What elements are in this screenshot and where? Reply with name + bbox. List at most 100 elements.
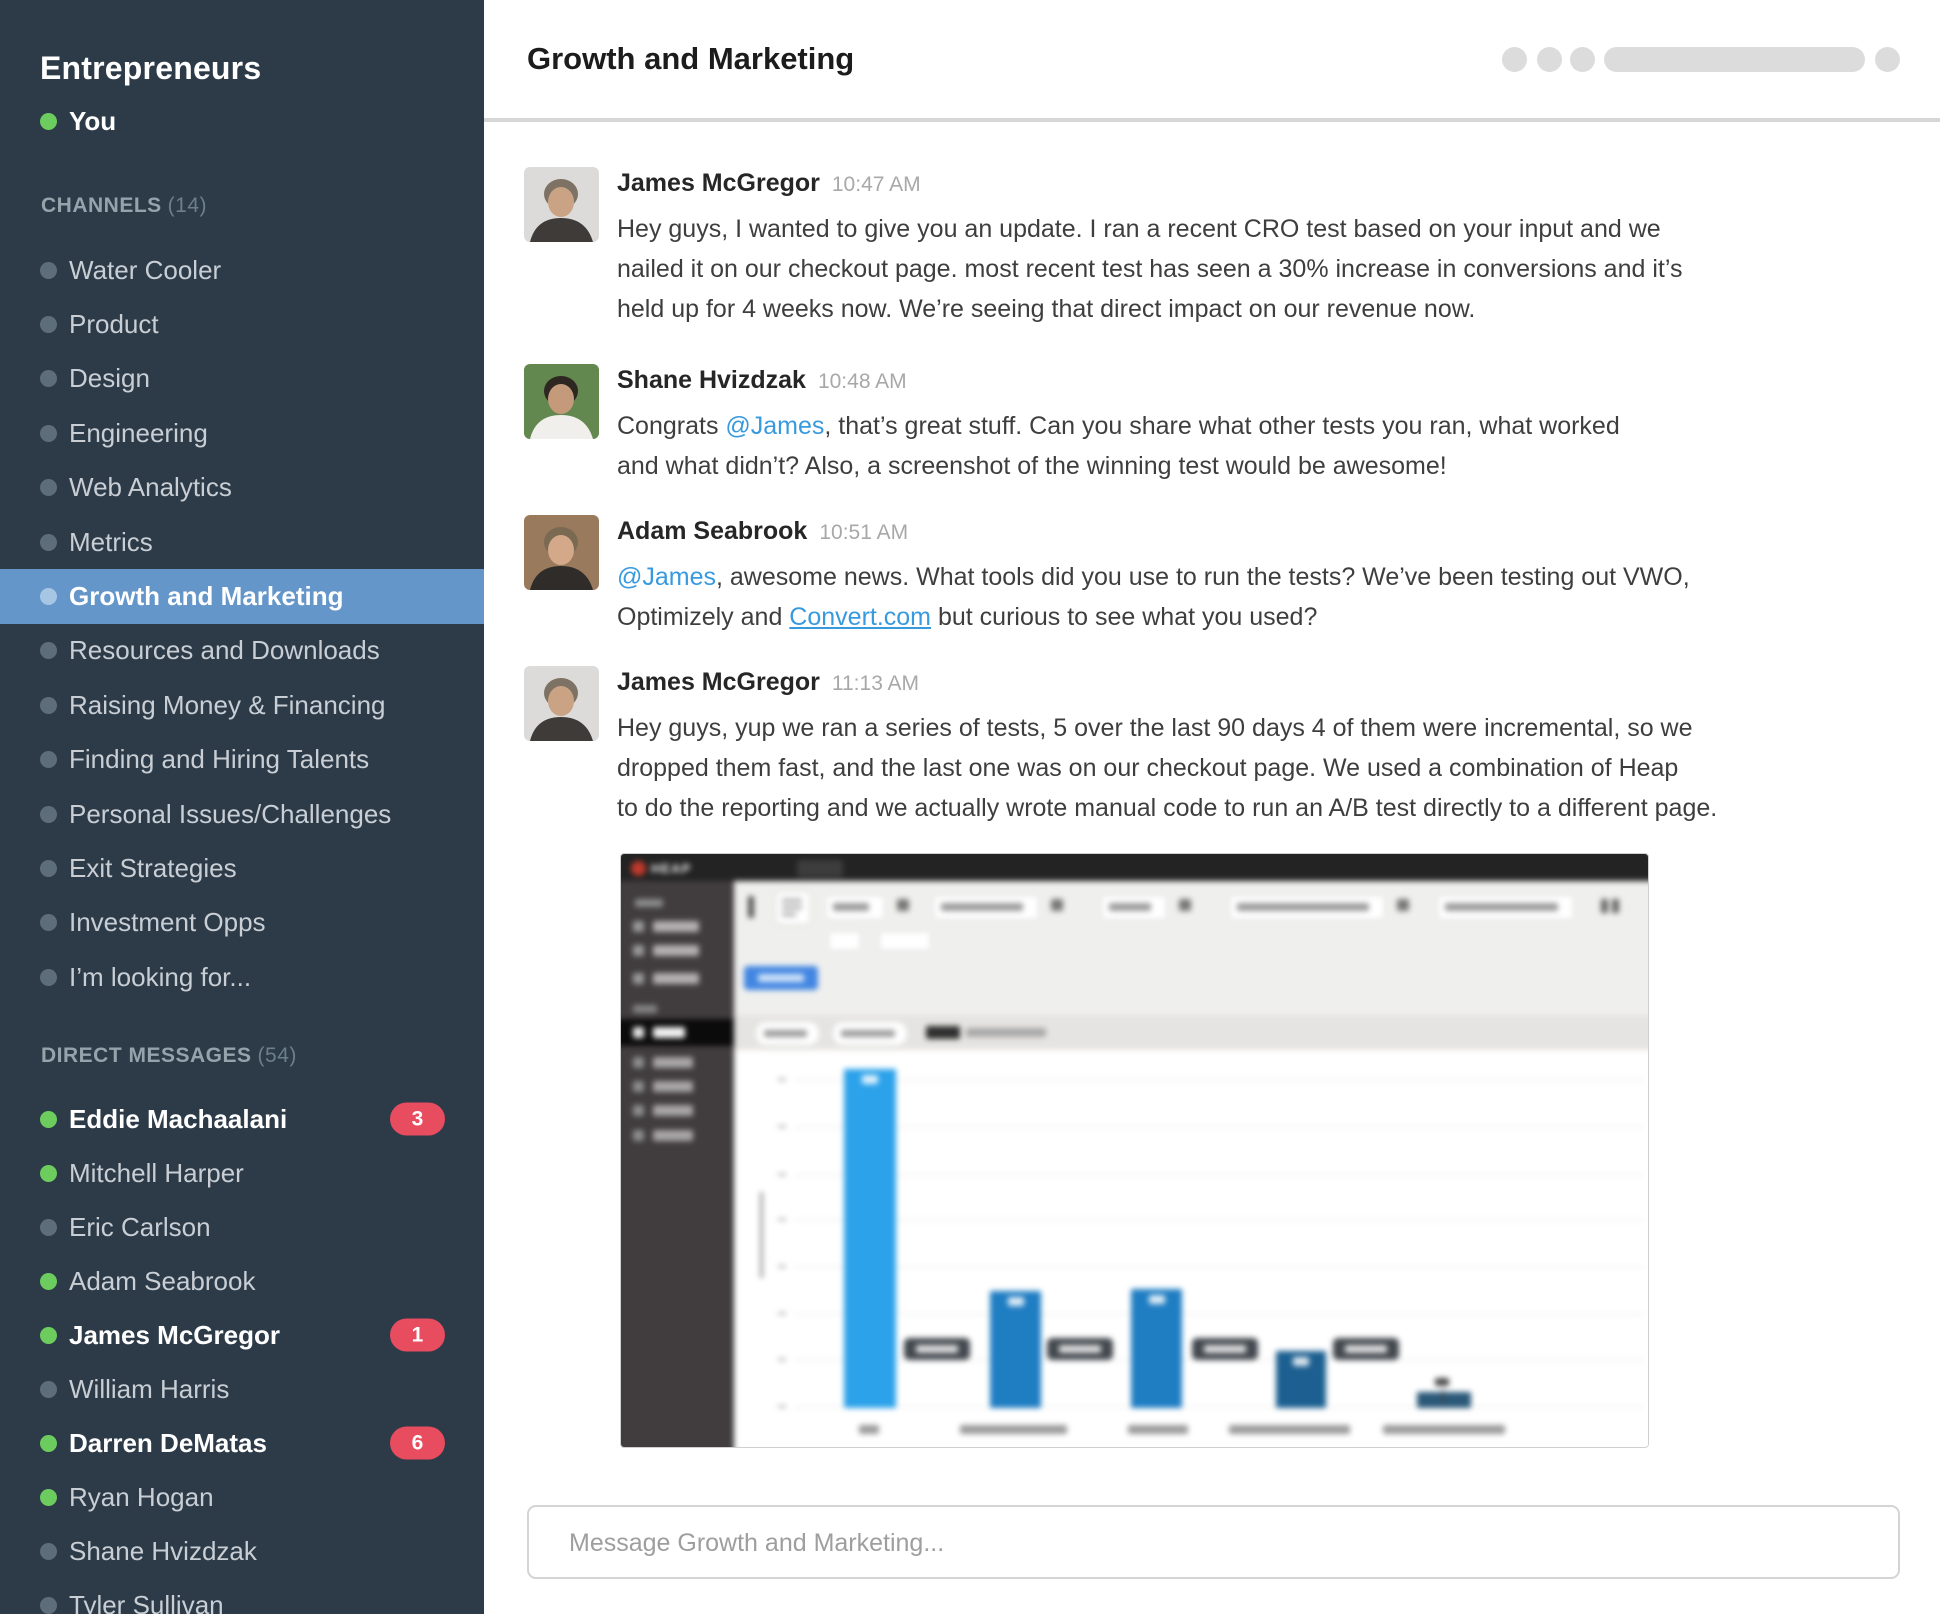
blurred-ui-fragment: [832, 1021, 908, 1046]
channel-dot-icon: [40, 479, 57, 497]
sidebar-item-dm-5[interactable]: James McGregor 1: [40, 1308, 484, 1362]
blurred-ui-fragment: [782, 899, 802, 902]
conversion-pill-2: [1047, 1338, 1113, 1360]
sidebar-item-channel-5[interactable]: Web Analytics: [40, 461, 484, 515]
url-link[interactable]: Convert.com: [789, 603, 932, 631]
sidebar-item-channel-12[interactable]: Exit Strategies: [40, 841, 484, 895]
toolbar-placeholder-dot-4[interactable]: [1875, 47, 1900, 72]
blurred-ui-fragment: [633, 1130, 644, 1141]
presence-dot-online-icon: [40, 1434, 57, 1452]
sidebar-item-channel-7[interactable]: Growth and Marketing: [0, 569, 484, 624]
attachment-image-heap-screenshot[interactable]: HEAP: [620, 853, 1649, 1448]
sidebar-item-channel-1[interactable]: Water Cooler: [40, 243, 484, 297]
toolbar-placeholder-dot-1[interactable]: [1502, 47, 1527, 72]
channel-label: Metrics: [69, 526, 153, 557]
blurred-ui-fragment: [778, 1312, 786, 1315]
toolbar-placeholder-dot-2[interactable]: [1537, 47, 1562, 72]
blurred-ui-fragment: [1229, 895, 1385, 920]
blurred-ui-fragment: [1179, 899, 1191, 911]
sidebar-item-channel-11[interactable]: Personal Issues/Challenges: [40, 787, 484, 841]
blurred-ui-fragment: [633, 1027, 644, 1038]
blurred-ui-fragment: [828, 931, 861, 951]
sidebar-item-dm-6[interactable]: William Harris: [40, 1362, 484, 1416]
dms-section-header: DIRECT MESSAGES (54): [41, 1044, 297, 1068]
blurred-ui-fragment: [859, 1425, 879, 1434]
dm-name: James McGregor: [69, 1319, 280, 1350]
presence-dot-offline-icon: [40, 1596, 57, 1614]
blurred-ui-fragment: [748, 896, 754, 918]
blurred-ui-fragment: [778, 1125, 786, 1128]
channels-count: (14): [167, 194, 208, 217]
blurred-ui-fragment: [1101, 895, 1167, 920]
blurred-ui-fragment: [1442, 1390, 1444, 1404]
message-body: Shane Hvizdzak 10:48 AM Congrats @James, t…: [617, 364, 1907, 486]
sidebar-item-dm-3[interactable]: Eric Carlson: [40, 1200, 484, 1254]
message-line: Optimizely and Convert.com but curious t…: [617, 597, 1907, 637]
sidebar-item-channel-2[interactable]: Product: [40, 297, 484, 351]
message-input[interactable]: [567, 1507, 1871, 1579]
blurred-ui-fragment: [794, 1219, 1644, 1221]
heap-logo-text: HEAP: [651, 861, 692, 876]
message-line: held up for 4 weeks now. We’re seeing th…: [617, 289, 1907, 329]
blurred-ui-fragment: [1229, 1425, 1350, 1434]
channel-dot-icon: [40, 642, 57, 660]
dm-name: Darren DeMatas: [69, 1427, 267, 1458]
blurred-ui-fragment: [653, 1081, 693, 1092]
sidebar-item-dm-7[interactable]: Darren DeMatas 6: [40, 1416, 484, 1470]
sidebar-item-dm-1[interactable]: Eddie Machaalani 3: [40, 1092, 484, 1146]
heap-logo-icon: [631, 861, 646, 876]
sidebar-item-channel-9[interactable]: Raising Money & Financing: [40, 678, 484, 732]
dms-count: (54): [257, 1044, 297, 1067]
sidebar-item-channel-13[interactable]: Investment Opps: [40, 896, 484, 950]
sidebar-item-channel-10[interactable]: Finding and Hiring Talents: [40, 733, 484, 787]
sidebar-item-dm-8[interactable]: Ryan Hogan: [40, 1470, 484, 1524]
blurred-ui-fragment: [1128, 1425, 1188, 1434]
text-segment: Congrats: [617, 412, 726, 440]
message-author: James McGregor: [617, 668, 820, 696]
presence-dot-offline-icon: [40, 1380, 57, 1398]
sidebar-item-dm-4[interactable]: Adam Seabrook: [40, 1254, 484, 1308]
sidebar-item-channel-3[interactable]: Design: [40, 352, 484, 406]
sidebar-item-dm-2[interactable]: Mitchell Harper: [40, 1146, 484, 1200]
toolbar-placeholder-searchbar[interactable]: [1604, 47, 1865, 72]
text-segment: dropped them fast, and the last one was …: [617, 754, 1679, 782]
sidebar-item-channel-4[interactable]: Engineering: [40, 406, 484, 460]
message-line: dropped them fast, and the last one was …: [617, 748, 1907, 788]
channel-dot-icon: [40, 968, 57, 986]
blurred-ui-fragment: [1612, 899, 1619, 913]
conversion-pill-3: [1192, 1338, 1258, 1360]
mention-link[interactable]: @James: [725, 412, 825, 440]
presence-dot-online-icon: [40, 1110, 57, 1128]
channel-dot-icon: [40, 751, 57, 769]
toolbar-placeholder-dot-3[interactable]: [1570, 47, 1595, 72]
sidebar-item-channel-8[interactable]: Resources and Downloads: [40, 624, 484, 678]
message-timestamp: 11:13 AM: [831, 672, 920, 695]
message-composer: [527, 1505, 1900, 1579]
funnel-bar-3: [1131, 1289, 1182, 1408]
message-line: nailed it on our checkout page. most rec…: [617, 249, 1907, 289]
sidebar-item-you[interactable]: You: [40, 106, 116, 137]
channel-dot-icon: [40, 588, 57, 606]
attachment-blurred-content: HEAP: [621, 854, 1648, 1447]
message-author: James McGregor: [617, 169, 820, 197]
presence-dot-online-icon: [40, 1272, 57, 1290]
sidebar-item-dm-10[interactable]: Tyler Sullivan: [40, 1578, 484, 1614]
presence-dot-online-icon: [40, 1326, 57, 1344]
avatar: [524, 167, 599, 242]
blurred-ui-fragment: [633, 1005, 657, 1013]
text-segment: , that’s great stuff. Can you share what…: [824, 412, 1620, 440]
heap-date-row: [734, 1015, 1648, 1050]
blurred-ui-fragment: [841, 1030, 895, 1037]
sidebar-item-channel-14[interactable]: I’m looking for...: [40, 950, 484, 1004]
channel-label: Raising Money & Financing: [69, 689, 386, 720]
blurred-ui-fragment: [1148, 1295, 1165, 1304]
sidebar-item-channel-6[interactable]: Metrics: [40, 515, 484, 569]
text-segment: nailed it on our checkout page. most rec…: [617, 255, 1683, 283]
unread-badge: 1: [390, 1318, 445, 1352]
message-timestamp: 10:51 AM: [819, 521, 909, 544]
avatar: [524, 666, 599, 741]
text-segment: but curious to see what you used?: [931, 603, 1318, 631]
sidebar-item-dm-9[interactable]: Shane Hvizdzak: [40, 1524, 484, 1578]
mention-link[interactable]: @James: [617, 563, 717, 591]
blurred-ui-fragment: [1059, 1345, 1101, 1353]
